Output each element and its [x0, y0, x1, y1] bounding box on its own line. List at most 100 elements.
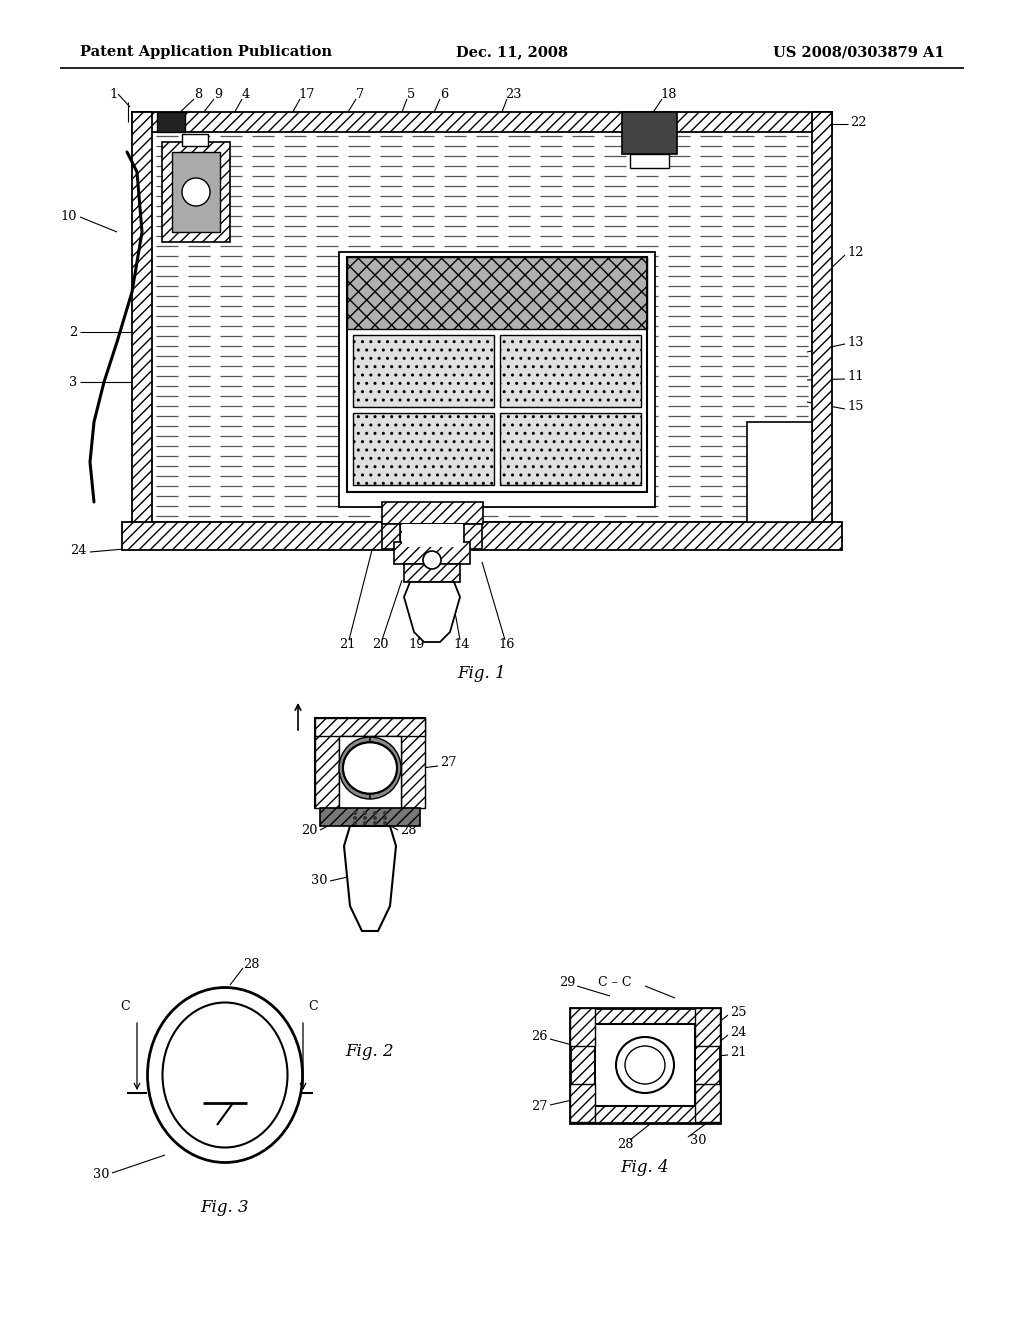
Text: 25: 25 [730, 1006, 746, 1019]
Text: 19: 19 [409, 638, 425, 651]
Bar [315, 718, 425, 737]
Circle shape [362, 810, 367, 814]
Text: Fig. 2: Fig. 2 [346, 1043, 394, 1060]
Circle shape [362, 816, 367, 820]
Bar [812, 112, 831, 543]
Bar [162, 143, 230, 242]
Text: 20: 20 [301, 824, 318, 837]
Text: 15: 15 [847, 400, 863, 413]
Circle shape [373, 810, 377, 814]
Text: Fig. 3: Fig. 3 [201, 1199, 249, 1216]
Circle shape [353, 816, 357, 820]
Circle shape [423, 550, 441, 569]
Text: 22: 22 [850, 116, 866, 128]
Text: 2: 2 [69, 326, 77, 338]
Text: C: C [120, 1001, 130, 1014]
Bar [402, 524, 463, 546]
Bar [595, 1024, 695, 1106]
Ellipse shape [343, 742, 397, 793]
Text: 13: 13 [847, 335, 863, 348]
Text: 24: 24 [730, 1027, 746, 1040]
Text: 20: 20 [372, 638, 388, 651]
Circle shape [383, 810, 387, 814]
Text: Fig. 4: Fig. 4 [621, 1159, 670, 1176]
Circle shape [353, 821, 357, 825]
Text: 27: 27 [531, 1101, 548, 1114]
Bar [339, 252, 655, 507]
Bar [622, 112, 677, 154]
Text: 26: 26 [531, 1031, 548, 1044]
Text: 28: 28 [400, 824, 417, 837]
Bar [400, 524, 465, 549]
Text: Patent Application Publication: Patent Application Publication [80, 45, 332, 59]
Circle shape [362, 821, 367, 825]
Bar [570, 1084, 595, 1122]
Bar [172, 152, 220, 232]
Circle shape [383, 821, 387, 825]
Text: 30: 30 [311, 874, 328, 887]
Text: 24: 24 [71, 544, 87, 557]
Circle shape [383, 816, 387, 820]
Ellipse shape [616, 1038, 674, 1093]
Text: 4: 4 [242, 87, 250, 100]
Ellipse shape [147, 987, 302, 1163]
Circle shape [182, 178, 210, 206]
Text: 7: 7 [356, 87, 365, 100]
Circle shape [353, 810, 357, 814]
Text: 30: 30 [690, 1134, 707, 1147]
Text: 1: 1 [110, 87, 118, 100]
Bar [746, 422, 812, 521]
Bar [500, 335, 641, 407]
Bar [404, 564, 460, 582]
Text: Dec. 11, 2008: Dec. 11, 2008 [456, 45, 568, 59]
Text: 30: 30 [93, 1168, 110, 1181]
Text: 5: 5 [407, 87, 416, 100]
Bar [182, 135, 208, 147]
Text: 8: 8 [194, 87, 203, 100]
Text: C: C [308, 1001, 317, 1014]
Bar [132, 112, 831, 132]
Text: 28: 28 [243, 958, 259, 972]
Bar [695, 1084, 720, 1122]
Polygon shape [404, 582, 460, 642]
Text: 10: 10 [60, 210, 77, 223]
Bar [157, 112, 185, 132]
Circle shape [373, 816, 377, 820]
Circle shape [373, 821, 377, 825]
Bar [315, 718, 425, 808]
Wedge shape [370, 737, 401, 799]
Bar [353, 335, 494, 407]
Ellipse shape [343, 742, 397, 793]
Bar [570, 1008, 720, 1123]
Text: 18: 18 [660, 87, 677, 100]
Bar [500, 413, 641, 484]
Bar [132, 521, 831, 543]
Bar [132, 112, 152, 543]
Text: 29: 29 [559, 977, 575, 990]
Bar [122, 521, 842, 550]
Text: 3: 3 [69, 375, 77, 388]
Text: 23: 23 [505, 87, 521, 100]
Bar [152, 132, 812, 521]
Text: 17: 17 [298, 87, 314, 100]
Wedge shape [339, 737, 370, 799]
Bar [382, 524, 400, 549]
Text: 11: 11 [847, 371, 863, 384]
Bar [347, 257, 647, 492]
Text: 14: 14 [454, 638, 470, 651]
Text: 21: 21 [730, 1047, 746, 1060]
Ellipse shape [163, 1002, 288, 1147]
Bar [315, 718, 339, 808]
Bar [353, 413, 494, 484]
Text: 27: 27 [440, 756, 457, 770]
Bar [630, 154, 669, 168]
Text: 21: 21 [339, 638, 355, 651]
Text: 9: 9 [214, 87, 222, 100]
Bar [570, 1008, 595, 1045]
Bar [339, 737, 401, 808]
Text: 6: 6 [440, 87, 449, 100]
Bar [401, 718, 425, 808]
Text: Fig. 1: Fig. 1 [458, 665, 506, 682]
Text: C – C: C – C [598, 977, 632, 990]
Bar [382, 502, 483, 524]
